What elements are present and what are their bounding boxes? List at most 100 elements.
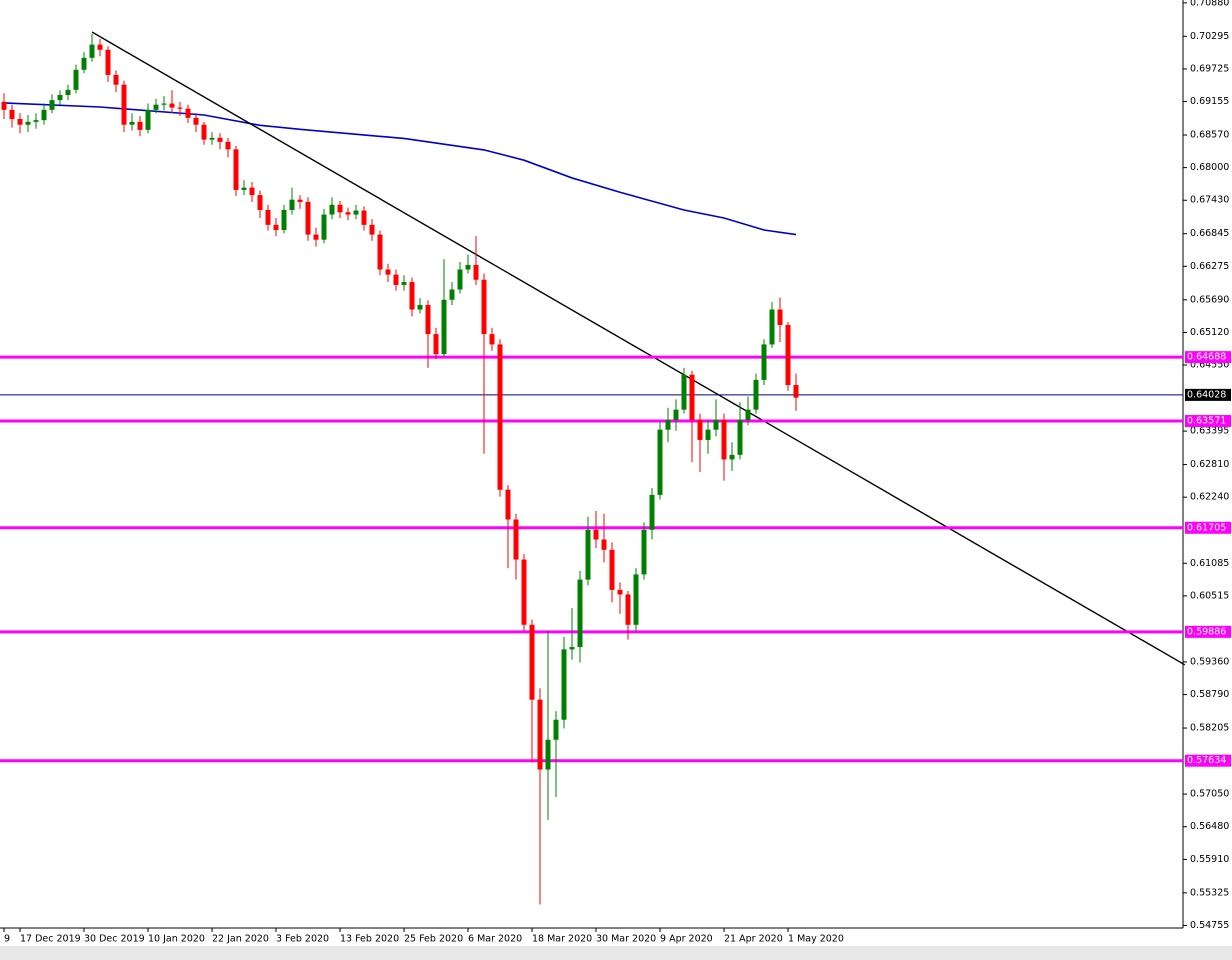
x-tick-label: 30 Dec 2019 xyxy=(84,934,145,945)
candle-body xyxy=(65,89,71,95)
candle-body xyxy=(1,101,7,110)
candle-body xyxy=(97,44,103,50)
candle-body xyxy=(281,209,287,230)
candle-body xyxy=(401,282,407,285)
candle-body xyxy=(289,199,295,210)
candle-body xyxy=(169,103,175,108)
candle-body xyxy=(505,489,511,520)
y-tick-label: 0.70295 xyxy=(1190,31,1229,42)
level-label-box xyxy=(1185,625,1231,638)
x-tick-label: 25 Feb 2020 xyxy=(404,934,463,945)
level-label: 0.63571 xyxy=(1187,416,1226,427)
candle-body xyxy=(305,201,311,235)
candle-body xyxy=(569,647,575,650)
candle-body xyxy=(57,94,63,101)
y-tick-label: 0.60515 xyxy=(1190,590,1229,601)
candle-body xyxy=(9,109,15,120)
x-tick-label: 9 xyxy=(4,934,10,945)
candle-body xyxy=(201,124,207,140)
candle-body xyxy=(273,224,279,230)
candle-body xyxy=(129,121,135,125)
level-label: 0.57634 xyxy=(1187,755,1226,766)
candle-body xyxy=(361,210,367,225)
candle-body xyxy=(729,454,735,460)
candle-body xyxy=(465,264,471,270)
candle-body xyxy=(793,385,799,398)
candle-body xyxy=(73,69,79,90)
scrollbar xyxy=(0,946,1232,960)
level-label-box xyxy=(1185,521,1231,534)
candle-body xyxy=(161,103,167,105)
candle-body xyxy=(457,269,463,290)
candle-body xyxy=(489,334,495,345)
candle-body xyxy=(777,309,783,325)
candle-body xyxy=(353,210,359,215)
level-label-box xyxy=(1185,351,1231,364)
candle-body xyxy=(609,549,615,590)
level-label: 0.64688 xyxy=(1187,352,1226,363)
candle-body xyxy=(417,304,423,310)
candle-body xyxy=(433,334,439,355)
x-tick-label: 6 Mar 2020 xyxy=(468,934,522,945)
level-label: 0.61705 xyxy=(1187,522,1226,533)
x-tick-label: 10 Jan 2020 xyxy=(148,934,205,945)
y-tick-label: 0.63395 xyxy=(1190,426,1229,437)
x-tick-label: 13 Feb 2020 xyxy=(340,934,399,945)
candle-body xyxy=(705,429,711,440)
moving-average xyxy=(3,102,797,236)
y-tick-label: 0.66275 xyxy=(1190,261,1229,272)
candle-body xyxy=(769,309,775,345)
candle-body xyxy=(41,109,47,121)
x-tick-label: 21 Apr 2020 xyxy=(724,934,783,945)
current-price-box xyxy=(1185,388,1231,401)
y-tick-label: 0.56480 xyxy=(1190,821,1229,832)
candle-body xyxy=(761,344,767,380)
y-tick-label: 0.68000 xyxy=(1190,162,1229,173)
candle-body xyxy=(785,324,791,386)
y-tick-label: 0.54755 xyxy=(1190,920,1229,931)
candle-body xyxy=(217,137,223,142)
candle-body xyxy=(657,429,663,495)
candle-body xyxy=(241,187,247,190)
candle-body xyxy=(665,419,671,430)
y-tick-label: 0.58790 xyxy=(1190,689,1229,700)
y-tick-label: 0.65120 xyxy=(1190,327,1229,338)
candle-body xyxy=(137,121,143,130)
candle-body xyxy=(297,199,303,202)
x-tick-label: 1 May 2020 xyxy=(788,934,844,945)
candle-body xyxy=(225,141,231,150)
candle-body xyxy=(545,739,551,770)
candle-body xyxy=(233,149,239,190)
level-label: 0.59886 xyxy=(1187,626,1226,637)
y-tick-label: 0.55910 xyxy=(1190,854,1229,865)
y-tick-label: 0.69155 xyxy=(1190,96,1229,107)
y-tick-label: 0.62240 xyxy=(1190,492,1229,503)
y-tick-label: 0.65690 xyxy=(1190,294,1229,305)
candle-body xyxy=(521,559,527,625)
candle-body xyxy=(81,57,87,70)
candle-body xyxy=(753,379,759,410)
candle-body xyxy=(617,589,623,595)
candle-body xyxy=(601,539,607,550)
candle-body xyxy=(209,137,215,140)
candle-body xyxy=(441,299,447,355)
candle-body xyxy=(249,187,255,196)
candle-body xyxy=(689,374,695,420)
candle-body xyxy=(193,117,199,125)
candle-body xyxy=(529,624,535,700)
candle-body xyxy=(153,104,159,110)
candle-body xyxy=(425,304,431,335)
candle-body xyxy=(377,234,383,270)
x-tick-label: 30 Mar 2020 xyxy=(596,934,656,945)
candle-body xyxy=(25,121,31,125)
candle-body xyxy=(481,279,487,335)
x-tick-label: 22 Jan 2020 xyxy=(212,934,269,945)
y-tick-label: 0.55325 xyxy=(1190,887,1229,898)
candle-body xyxy=(177,107,183,109)
y-tick-label: 0.69725 xyxy=(1190,63,1229,74)
candle-body xyxy=(513,519,519,560)
candle-body xyxy=(145,109,151,130)
y-tick-label: 0.70880 xyxy=(1190,0,1229,8)
